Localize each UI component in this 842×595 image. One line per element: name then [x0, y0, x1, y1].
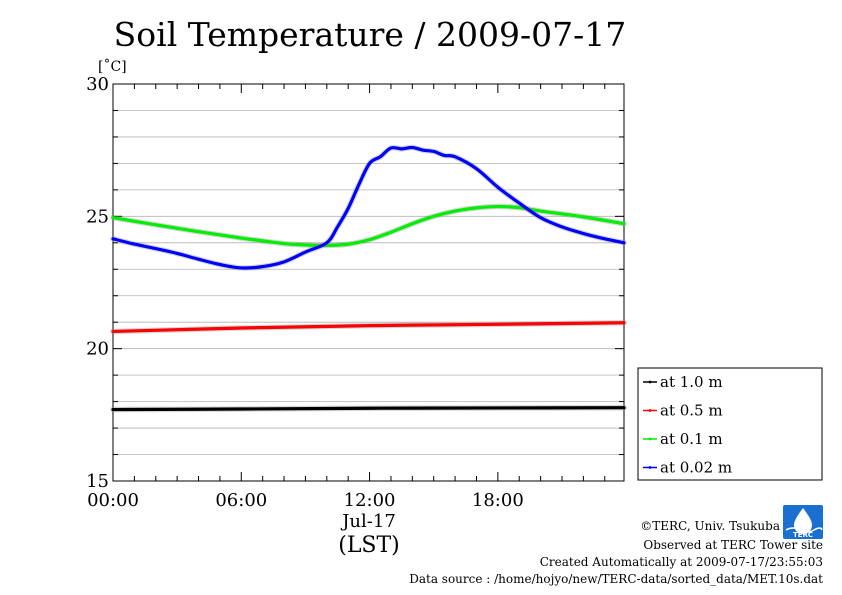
logo-text: TERC	[793, 531, 813, 539]
series-line	[111, 204, 626, 248]
y-tick-label: 15	[86, 471, 109, 492]
legend-label: at 0.02 m	[660, 459, 732, 477]
footer-observed: Observed at TERC Tower site	[643, 538, 823, 552]
series-at-0-02-m	[110, 144, 627, 271]
legend-label: at 1.0 m	[660, 373, 723, 391]
x-tick-label: 00:00	[87, 490, 139, 511]
series-lines	[110, 144, 627, 413]
grid	[113, 110, 624, 455]
series-line	[111, 406, 626, 412]
x-tick-label: 12:00	[344, 490, 396, 511]
legend-marker	[648, 380, 652, 384]
series-line	[111, 321, 626, 334]
y-tick-label: 25	[86, 206, 109, 227]
legend-box	[637, 367, 823, 481]
y-tick-label: 30	[86, 74, 109, 95]
series-at-1-0-m	[110, 404, 627, 413]
legend-marker	[648, 466, 652, 469]
chart-title: Soil Temperature / 2009-07-17	[114, 15, 627, 54]
footer-source: Data source : /home/hojyo/new/TERC-data/…	[409, 572, 823, 586]
terc-logo: TERC	[783, 505, 823, 539]
plot-frame	[112, 83, 625, 482]
x-ticks: 00:00 06:00 12:00 18:00	[87, 84, 606, 511]
x-tick-label: 18:00	[472, 490, 524, 511]
x-axis-label: (LST)	[338, 533, 400, 558]
legend-item: at 1.0 m	[643, 373, 723, 391]
legend-marker	[648, 437, 652, 441]
y-tick-label: 20	[86, 339, 109, 360]
legend: at 1.0 m at 0.5 m at 0.1 m at 0.02 m	[637, 367, 823, 481]
x-axis-date-label: Jul-17	[340, 511, 396, 532]
series-line	[111, 145, 626, 270]
footer-created: Created Automatically at 2009-07-17/23:5…	[540, 555, 823, 569]
y-axis-unit: [˚C]	[98, 58, 127, 75]
y-ticks: 15 20 25 30	[86, 74, 624, 492]
legend-item: at 0.1 m	[643, 430, 723, 448]
footer-copyright: ©TERC, Univ. Tsukuba	[640, 519, 780, 533]
legend-label: at 0.5 m	[660, 402, 723, 420]
x-tick-label: 06:00	[215, 490, 267, 511]
legend-marker	[648, 409, 652, 412]
series-at-0-1-m	[110, 203, 627, 249]
series-at-0-5-m	[110, 319, 627, 335]
legend-item: at 0.02 m	[643, 459, 732, 477]
legend-item: at 0.5 m	[643, 402, 723, 420]
legend-label: at 0.1 m	[660, 430, 723, 448]
